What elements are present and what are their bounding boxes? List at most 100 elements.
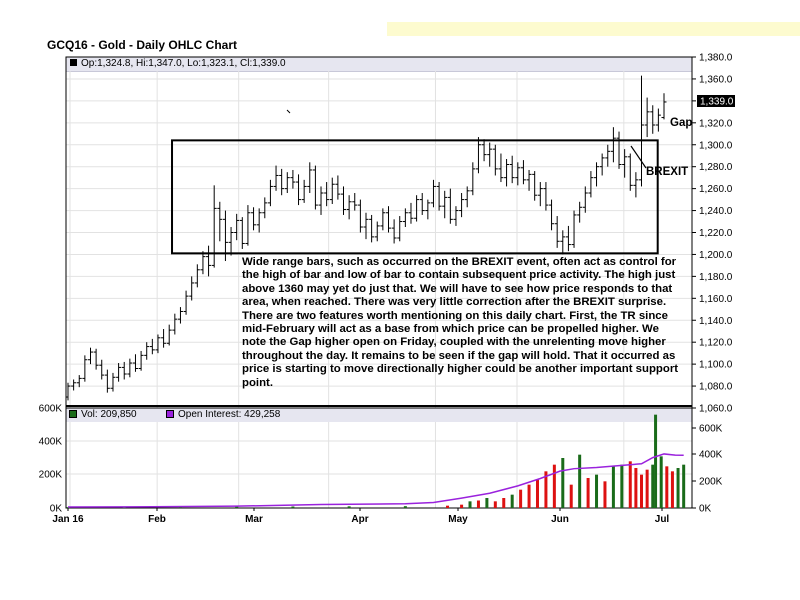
volume-tick-label-right: 600K <box>699 424 723 435</box>
ohlc-bar <box>166 324 172 346</box>
volume-bar <box>665 466 669 508</box>
ohlc-bar <box>610 127 616 163</box>
volume-bar <box>66 507 70 509</box>
volume-bar <box>544 471 548 508</box>
month-tick-label: Mar <box>245 514 263 525</box>
volume-swatch-icon <box>69 410 77 418</box>
price-tick-label: 1,320.0 <box>699 118 733 129</box>
volume-bar <box>603 481 607 508</box>
ohlc-bar <box>639 75 645 187</box>
volume-bar <box>682 464 686 508</box>
ohlc-bar <box>481 139 487 162</box>
ohlc-bar <box>425 199 431 220</box>
ohlc-bar <box>571 210 577 248</box>
ohlc-bar <box>650 105 656 134</box>
ohlc-bar <box>161 329 167 348</box>
volume-bar <box>502 498 506 508</box>
ohlc-bar <box>582 186 588 213</box>
ohlc-bar <box>526 169 532 191</box>
ohlc-bar <box>177 307 183 324</box>
volume-bar <box>620 464 624 508</box>
volume-bar <box>670 471 674 508</box>
volume-tick-label-right: 400K <box>699 450 723 461</box>
trading-range-box <box>171 139 659 255</box>
ohlc-bar <box>436 182 442 211</box>
price-bars <box>65 75 667 401</box>
ohlc-bar <box>239 217 245 249</box>
ohlc-bar <box>402 208 408 228</box>
ohlc-bar <box>296 174 302 206</box>
ohlc-bar <box>549 199 555 231</box>
volume-bar <box>519 489 523 508</box>
ohlc-bar <box>498 153 504 183</box>
ohlc-bar <box>93 348 99 370</box>
ohlc-bar <box>363 212 369 240</box>
ohlc-bar <box>245 205 251 246</box>
ohlc-bar <box>515 162 521 186</box>
volume-bar <box>446 505 450 508</box>
ohlc-bar <box>633 172 639 198</box>
volume-bar <box>347 506 351 508</box>
ohlc-bar <box>430 179 436 208</box>
ohlc-bar <box>577 201 583 223</box>
ohlc-bar <box>149 338 155 355</box>
ohlc-bar <box>335 175 341 200</box>
ohlc-bar <box>104 369 110 393</box>
ohlc-bar <box>397 216 403 242</box>
gridlines <box>66 71 692 508</box>
ohlc-bar <box>256 208 262 233</box>
volume-bar <box>476 500 480 508</box>
ohlc-bar <box>644 97 650 138</box>
ohlc-bar <box>346 195 352 220</box>
volume-bar <box>645 469 649 508</box>
ohlc-bar <box>65 382 71 401</box>
ohlc-bar <box>487 142 493 167</box>
price-tick-label: 1,260.0 <box>699 184 733 195</box>
ohlc-bar <box>206 245 212 277</box>
price-tick-label: 1,200.0 <box>699 250 733 261</box>
open-interest-line <box>67 453 684 508</box>
ohlc-bar <box>369 214 375 243</box>
volume-bar <box>561 458 565 508</box>
ohlc-bar <box>374 221 380 242</box>
volume-bar <box>485 498 489 508</box>
ohlc-bar <box>71 379 77 391</box>
ohlc-bar <box>87 347 93 365</box>
ohlc-bar <box>661 93 667 120</box>
month-tick-label: Jun <box>551 514 569 525</box>
ohlc-bar <box>453 206 459 226</box>
price-tick-label: 1,280.0 <box>699 162 733 173</box>
last-price-tag-bg <box>697 95 735 107</box>
ohlc-bar <box>155 334 161 354</box>
ohlc-bar <box>459 193 465 218</box>
ohlc-bar <box>307 162 313 194</box>
volume-tick-label-left: 600K <box>39 404 63 415</box>
oi-legend-text: Open Interest: 429,258 <box>178 409 281 420</box>
chart-title: GCQ16 - Gold - Daily OHLC Chart <box>47 38 238 52</box>
volume-tick-label-left: 0K <box>50 504 63 515</box>
ohlc-bar <box>99 359 105 380</box>
ohlc-bar <box>138 350 144 371</box>
ohlc-bar <box>116 363 122 382</box>
price-tick-label: 1,360.0 <box>699 74 733 85</box>
ohlc-bar <box>217 201 223 242</box>
ohlc-bar <box>565 225 571 252</box>
month-tick-label: May <box>448 514 468 525</box>
annotations-overlay: 1,339.0 <box>171 95 735 255</box>
ohlc-bar <box>588 171 594 198</box>
ohlc-bar <box>385 206 391 233</box>
volume-tick-label-right: 0K <box>699 504 712 515</box>
volume-panel-frame <box>65 407 693 509</box>
ohlc-bar <box>228 227 234 256</box>
ohlc-bar <box>127 358 133 378</box>
price-tick-label: 1,180.0 <box>699 272 733 283</box>
volume-bar <box>651 464 655 508</box>
ohlc-bar <box>352 193 358 211</box>
ohlc-bar <box>110 372 116 392</box>
ohlc-bar <box>324 182 330 207</box>
oi-legend: Open Interest: 429,258 <box>166 409 280 420</box>
volume-bar <box>640 474 644 508</box>
volume-bars <box>66 414 686 509</box>
ohlc-bar <box>189 276 195 301</box>
